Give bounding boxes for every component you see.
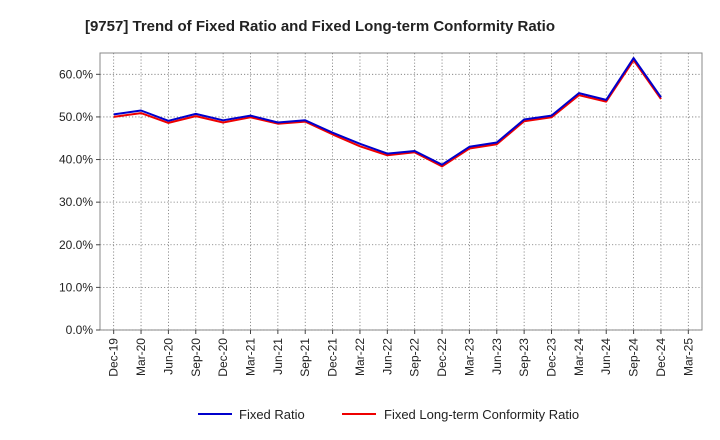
x-tick-label: Sep-20 [189, 338, 203, 377]
legend-item: Fixed Long-term Conformity Ratio [342, 407, 579, 422]
x-tick-label: Dec-24 [654, 338, 668, 377]
x-tick-label: Jun-22 [380, 338, 394, 375]
x-tick-label: Dec-19 [107, 338, 121, 377]
y-tick-label: 60.0% [59, 67, 93, 81]
x-tick-label: Mar-23 [462, 338, 476, 376]
x-tick-label: Sep-21 [298, 338, 312, 377]
x-tick-label: Mar-25 [681, 338, 695, 376]
x-tick-label: Jun-20 [161, 338, 175, 375]
axes: 0.0% 10.0% 20.0% 30.0% 40.0% 50.0% 60.0% Dec-19… [59, 67, 695, 376]
x-tick-label: Mar-21 [244, 338, 258, 376]
y-tick-label: 0.0% [66, 323, 94, 337]
x-tick-label: Mar-24 [572, 338, 586, 376]
y-tick-label: 40.0% [59, 153, 93, 167]
x-tick-label: Sep-22 [408, 338, 422, 377]
x-tick-label: Dec-22 [435, 338, 449, 377]
x-tick-label: Sep-23 [517, 338, 531, 377]
x-tick-label: Sep-24 [627, 338, 641, 377]
y-tick-label: 20.0% [59, 238, 93, 252]
y-tick-label: 10.0% [59, 280, 93, 294]
x-tick-label: Dec-20 [216, 338, 230, 377]
legend-item: Fixed Ratio [198, 407, 305, 422]
series-line-fixed-ratio [113, 57, 662, 166]
x-tick-label: Dec-23 [545, 338, 559, 377]
x-tick-label: Mar-22 [353, 338, 367, 376]
x-tick-label: Mar-20 [134, 338, 148, 376]
y-tick-label: 30.0% [59, 195, 93, 209]
legend: Fixed Ratio Fixed Long-term Conformity Ra… [198, 407, 579, 422]
series-line-fixed-long-term-conformity-ratio [113, 59, 662, 168]
legend-label: Fixed Long-term Conformity Ratio [384, 407, 579, 422]
x-tick-label: Jun-21 [271, 338, 285, 375]
series [113, 57, 662, 168]
x-tick-label: Jun-24 [599, 338, 613, 375]
x-tick-label: Jun-23 [490, 338, 504, 375]
y-tick-label: 50.0% [59, 110, 93, 124]
legend-label: Fixed Ratio [239, 407, 305, 422]
x-tick-label: Dec-21 [326, 338, 340, 377]
chart-title: [9757] Trend of Fixed Ratio and Fixed Lo… [85, 18, 555, 35]
